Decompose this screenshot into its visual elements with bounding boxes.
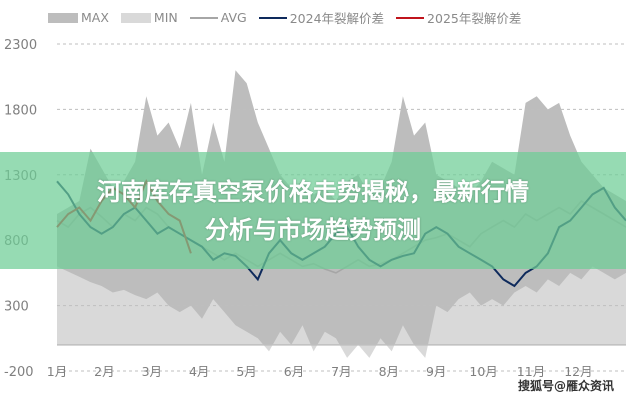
- legend-label: MIN: [153, 10, 178, 25]
- banner-line-1: 河南库存真空泵价格走势揭秘，最新行情: [97, 177, 529, 206]
- x-tick-label: 4月: [189, 364, 209, 379]
- legend-2025: 2025年裂解价差: [396, 8, 521, 27]
- y-tick-label: 1800: [4, 103, 37, 118]
- y-tick-label: 300: [4, 300, 29, 315]
- x-tick-label: 7月: [331, 364, 351, 379]
- watermark: 搜狐号@雁众资讯: [517, 379, 614, 393]
- legend-label: 2024年裂解价差: [289, 11, 385, 26]
- legend-min: MIN: [120, 10, 178, 25]
- x-tick-label: 8月: [379, 364, 399, 379]
- area-min: [57, 266, 626, 358]
- title-banner: 河南库存真空泵价格走势揭秘，最新行情 分析与市场趋势预测: [0, 152, 626, 269]
- legend-2024: 2024年裂解价差: [258, 8, 385, 27]
- x-tick-label: 11月: [517, 364, 545, 379]
- legend-label: MAX: [81, 10, 109, 25]
- legend-avg: AVG: [189, 10, 247, 25]
- banner-line-2: 分析与市场趋势预测: [205, 215, 421, 244]
- x-tick-label: 10月: [469, 364, 497, 379]
- x-tick-label: 1月: [47, 364, 67, 379]
- x-tick-label: 3月: [142, 364, 162, 379]
- x-tick-label: 12月: [564, 364, 592, 379]
- legend: MAX MIN AVG 2024年裂解价差 2025年裂解价差: [48, 8, 521, 27]
- x-tick-label: 5月: [236, 364, 256, 379]
- x-tick-label: 2月: [94, 364, 114, 379]
- y-tick-label: 2300: [4, 38, 37, 53]
- legend-label: 2025年裂解价差: [427, 11, 522, 26]
- legend-max: MAX: [48, 10, 109, 25]
- x-tick-label: 9月: [426, 364, 446, 379]
- x-tick-label: 6月: [284, 364, 304, 379]
- y-tick-label: -200: [4, 365, 34, 380]
- legend-label: AVG: [220, 10, 247, 25]
